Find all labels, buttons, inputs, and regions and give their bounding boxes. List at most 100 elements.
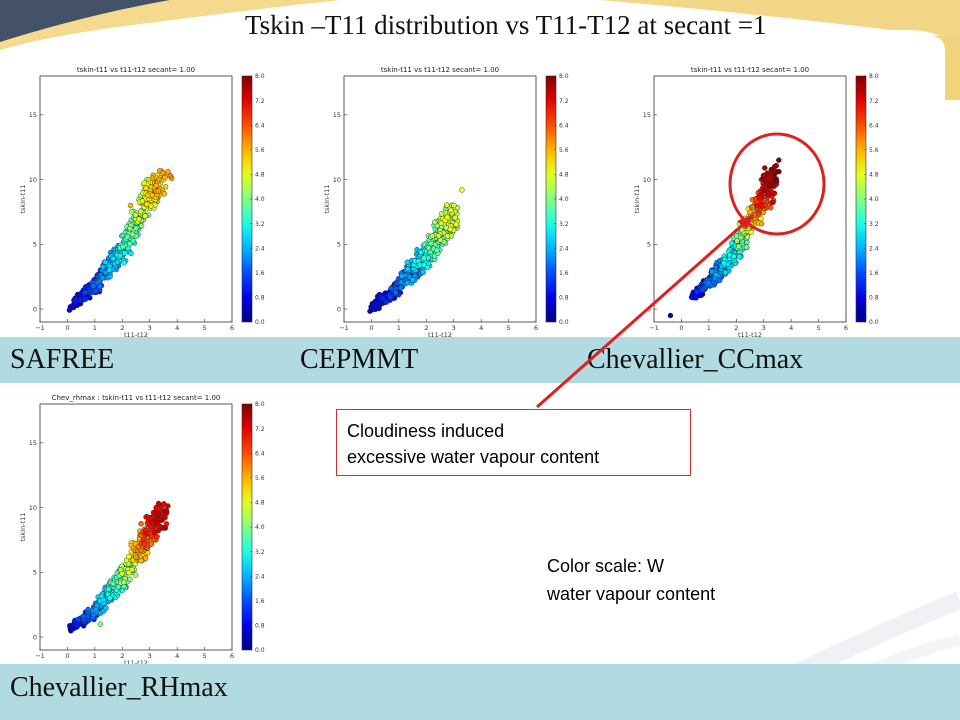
data-point [759,202,765,209]
x-tick-label: 0 [679,324,683,332]
data-point [459,187,465,193]
y-tick-label: 15 [643,111,651,119]
data-point [748,221,754,227]
colorbar-tick-label: 3.2 [255,549,265,556]
colorbar-tick-label: 0.0 [869,319,879,326]
data-point [409,277,416,283]
data-point [117,252,124,259]
data-point [770,199,776,206]
x-tick-label: 0 [369,324,373,332]
chart-title: Chev_rhmax : tskin-t11 vs t11-t12 secant… [52,394,221,402]
plot-frame [39,75,233,323]
data-point [444,233,451,239]
colorbar-tick-label: 5.6 [559,147,569,154]
data-point [129,231,136,238]
y-tick-label: 15 [29,111,37,119]
x-tick-label: 5 [203,652,207,660]
data-point [167,172,173,179]
colorbar-tick-label: 8.0 [255,401,265,408]
chart-title: tskin-t11 vs t11-t12 secant= 1.00 [691,66,809,74]
data-point [155,188,162,194]
colorbar-tick-label: 0.0 [559,319,569,326]
data-point [393,289,399,296]
data-point [107,273,113,280]
colorbar-tick-label: 1.6 [255,270,265,277]
data-point [82,289,88,296]
data-point [148,203,154,209]
data-point [138,547,144,554]
y-tick-label: 10 [29,176,37,184]
colorbar-tick-label: 4.8 [255,500,265,507]
x-tick-label: 3 [762,324,766,332]
data-point [150,509,157,516]
colorbar-tick-label: 1.6 [559,270,569,277]
colorbar-tick-label: 1.6 [255,598,265,605]
data-point [153,182,159,189]
data-point [138,223,145,229]
data-point [438,211,445,217]
data-point [734,238,740,244]
colorbar-tick-label: 7.2 [255,426,265,433]
colorbar-tick-label: 7.2 [869,98,879,105]
data-point [776,157,782,163]
label-band: SAFREE CEPMMT Chevallier_CCmax [0,337,960,383]
x-tick-label: 0 [65,652,69,660]
colorbar-tick-label: 8.0 [255,73,265,80]
data-point [129,209,135,215]
data-point [387,294,394,300]
x-tick-label: 3 [148,652,152,660]
data-point [92,288,99,294]
data-point [447,226,454,232]
data-point [74,622,80,629]
x-tick-label: 6 [230,324,234,332]
data-point [432,219,438,225]
y-tick-label: 5 [33,569,37,577]
data-point [133,554,139,560]
x-tick-label: 1 [707,324,711,332]
data-point [404,266,411,272]
x-tick-label: 4 [175,652,179,660]
colorbar-tick-label: 2.4 [559,245,569,252]
data-point [743,244,750,250]
data-point [398,279,404,285]
x-tick-label: 3 [148,324,152,332]
x-tick-label: 4 [479,324,483,332]
data-point [153,518,159,525]
data-point [121,579,127,585]
data-point [434,247,440,253]
x-tick-label: 2 [120,324,124,332]
data-point [388,285,394,292]
colorbar-tick-label: 4.0 [559,196,569,203]
data-point [97,621,104,627]
data-point [444,214,451,220]
y-tick-label: 10 [29,504,37,512]
data-point [768,166,775,173]
chart-title: tskin-t11 vs t11-t12 secant= 1.00 [381,66,499,74]
data-point [120,244,126,250]
colorbar-tick-label: 0.8 [559,295,569,302]
data-point [127,241,133,247]
y-axis-label: tskin-t11 [19,185,27,214]
data-point [771,190,778,196]
data-point [132,572,139,578]
colorbar-tick-label: 5.6 [255,475,265,482]
data-point [157,515,163,522]
data-point [165,168,171,175]
data-point [161,525,167,531]
data-point [126,570,132,576]
scatter-panel-safree: tskin-t11 vs t11-t12 secant= 1.00 −1 0 1 2 3 4… [19,66,265,339]
data-point [80,613,86,619]
scatter-panel-chevallier-rhmax: Chev_rhmax : tskin-t11 vs t11-t12 secant… [19,394,265,667]
colorbar-tick-label: 0.0 [255,319,265,326]
data-point [773,176,779,182]
colorbar-tick-label: 1.6 [869,270,879,277]
data-point [72,298,79,304]
colorbar-tick-label: 0.8 [869,295,879,302]
y-tick-label: 0 [33,305,37,313]
data-point [759,221,765,227]
x-axis-label: t11-t12 [428,331,452,339]
label-cepmmt: CEPMMT [300,344,419,375]
data-point [127,576,133,583]
data-point [756,211,762,217]
y-tick-label: 5 [33,241,37,249]
